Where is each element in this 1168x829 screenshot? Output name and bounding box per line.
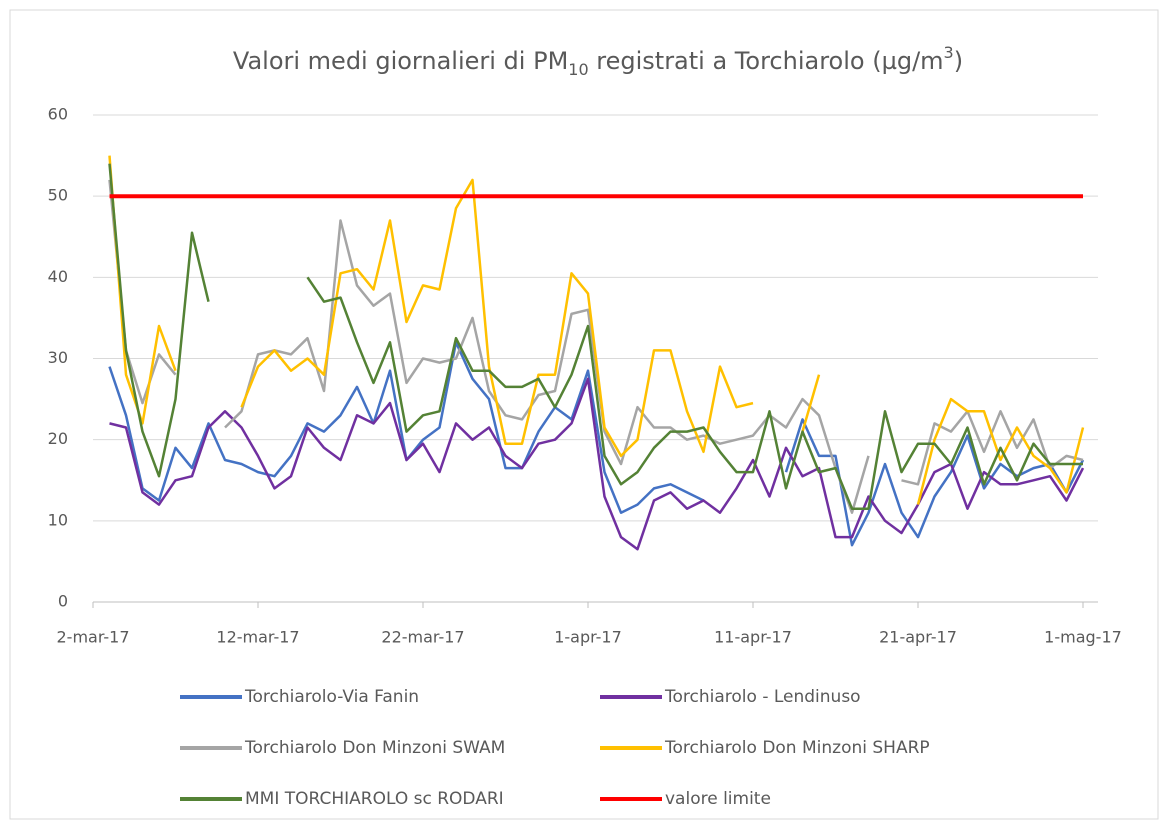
legend-label: MMI TORCHIAROLO sc RODARI <box>245 789 504 809</box>
legend-label: valore limite <box>665 789 771 809</box>
legend-label: Torchiarolo Don Minzoni SHARP <box>664 738 930 758</box>
series-line <box>916 397 1085 505</box>
title-part: registrati a Torchiarolo (µg/m <box>589 47 944 75</box>
y-tick-label: 10 <box>48 510 68 529</box>
x-tick-label: 1-apr-17 <box>554 628 622 647</box>
series-line <box>306 276 1083 510</box>
x-tick-label: 12-mar-17 <box>216 628 299 647</box>
title-sub: 10 <box>568 60 588 79</box>
title-part: ) <box>954 47 963 75</box>
x-tick-label: 22-mar-17 <box>381 628 464 647</box>
x-tick-label: 21-apr-17 <box>879 628 957 647</box>
series-line <box>801 374 821 432</box>
y-tick-label: 0 <box>58 592 68 611</box>
chart-frame <box>9 9 1159 820</box>
chart-title: Valori medi giornalieri di PM10 registra… <box>233 43 963 79</box>
y-tick-label: 60 <box>48 105 68 124</box>
y-tick-label: 30 <box>48 348 68 367</box>
x-tick-label: 1-mag-17 <box>1044 628 1122 647</box>
x-tick-label: 11-apr-17 <box>714 628 792 647</box>
series-line <box>109 377 1085 551</box>
legend-label: Torchiarolo - Lendinuso <box>664 687 861 707</box>
title-part: Valori medi giornalieri di PM <box>233 47 568 75</box>
x-tick-label: 2-mar-17 <box>56 628 129 647</box>
legend-label: Torchiarolo Don Minzoni SWAM <box>244 738 505 758</box>
y-tick-label: 40 <box>48 267 68 286</box>
series-line <box>108 163 210 478</box>
title-sup: 3 <box>944 43 954 62</box>
series-line <box>784 418 1085 547</box>
series-line <box>901 410 1084 486</box>
legend-label: Torchiarolo-Via Fanin <box>244 687 419 707</box>
series-line <box>240 178 754 458</box>
y-tick-label: 50 <box>48 186 68 205</box>
y-tick-label: 20 <box>48 429 68 448</box>
